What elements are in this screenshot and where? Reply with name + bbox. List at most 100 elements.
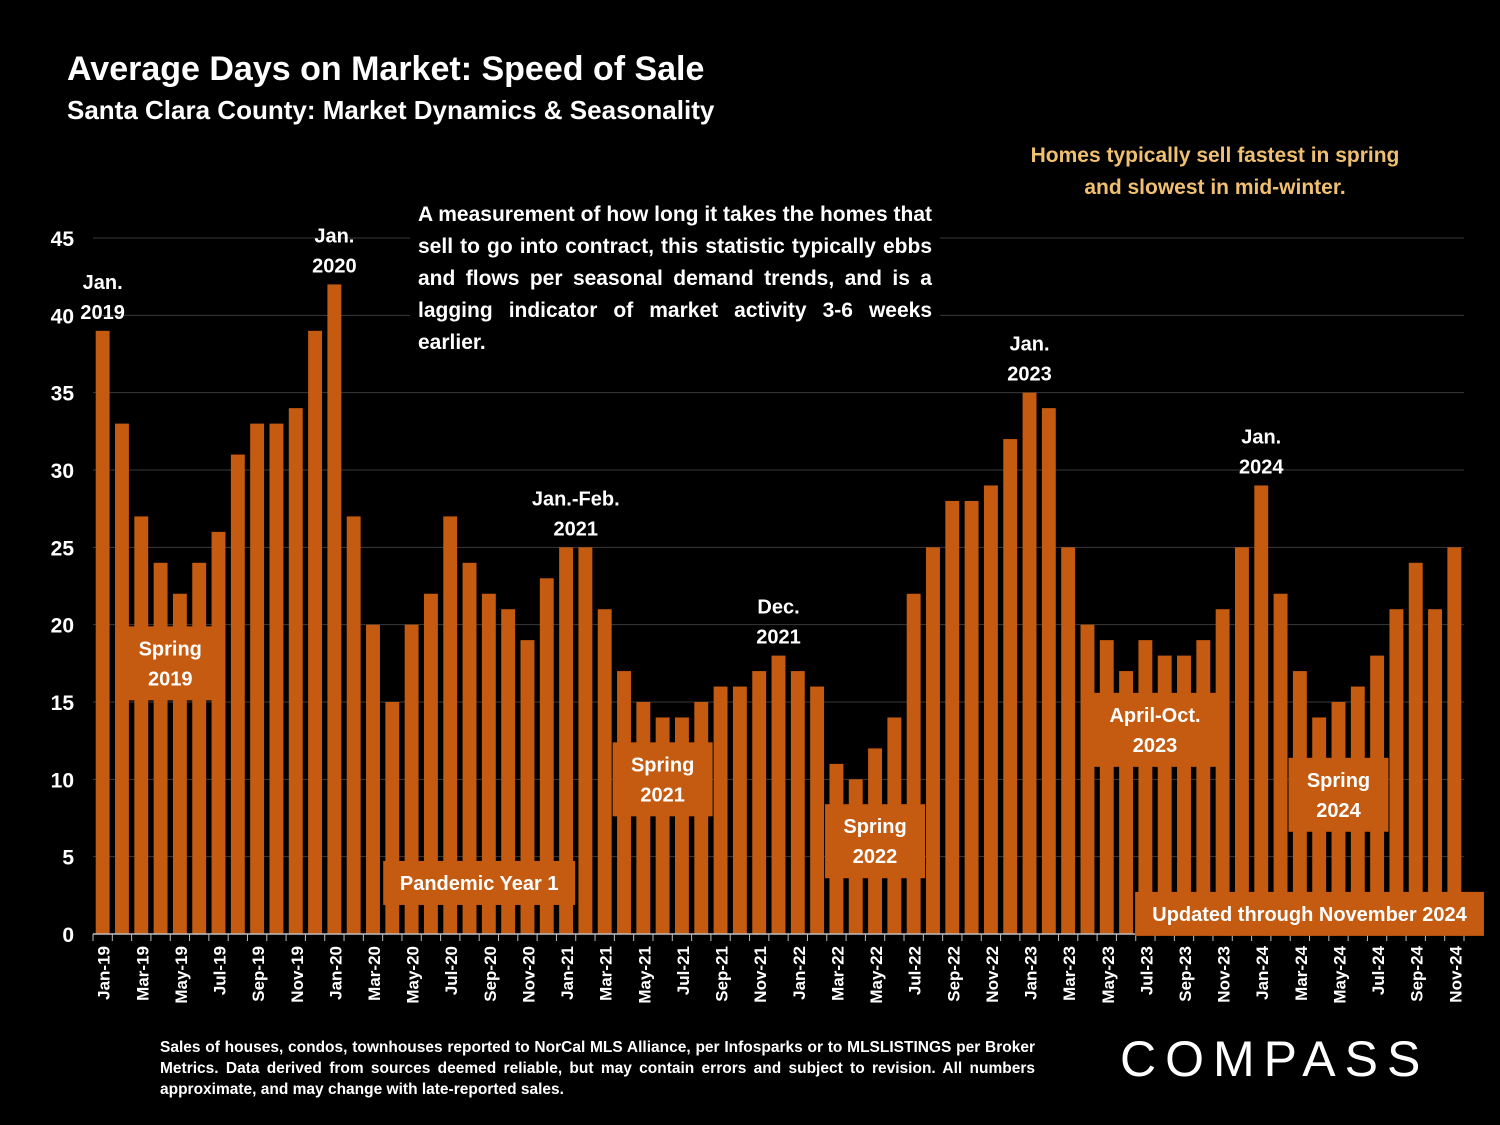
bar bbox=[1196, 640, 1211, 934]
peak-label: Dec. bbox=[757, 597, 799, 619]
bar bbox=[713, 686, 728, 934]
y-tick-label: 30 bbox=[51, 460, 74, 483]
bar bbox=[1138, 640, 1153, 934]
peak-label: Jan.-Feb. bbox=[532, 488, 620, 510]
x-tick-label: May-20 bbox=[404, 946, 423, 1004]
x-tick-label: Nov-24 bbox=[1446, 945, 1465, 1002]
bar bbox=[134, 516, 149, 934]
bar bbox=[211, 531, 226, 934]
peak-label: 2024 bbox=[1239, 456, 1284, 478]
compass-logo: COMPASS bbox=[1120, 1031, 1430, 1087]
bar bbox=[192, 562, 207, 934]
bar bbox=[1254, 485, 1269, 934]
x-tick-label: Jan-21 bbox=[558, 946, 577, 1000]
x-tick-label: Nov-21 bbox=[751, 946, 770, 1003]
annotation-label: Spring bbox=[843, 816, 906, 838]
bar bbox=[926, 547, 940, 934]
x-tick-label: Nov-19 bbox=[288, 946, 307, 1003]
annotation-label: 2019 bbox=[148, 668, 193, 690]
annotation-label: Pandemic Year 1 bbox=[400, 873, 559, 895]
annotation-box bbox=[825, 804, 926, 879]
y-tick-label: 25 bbox=[51, 537, 75, 560]
annotation-box bbox=[383, 860, 576, 905]
annotation-label: Spring bbox=[139, 638, 202, 660]
bar bbox=[481, 593, 496, 934]
bar bbox=[1099, 640, 1114, 934]
annotation-label: April-Oct. bbox=[1109, 705, 1200, 727]
bar bbox=[810, 686, 825, 934]
y-tick-label: 20 bbox=[51, 615, 74, 638]
source-footnote: Sales of houses, condos, townhouses repo… bbox=[160, 1039, 1035, 1098]
bar bbox=[95, 330, 110, 934]
bar bbox=[597, 609, 612, 934]
annotation-label: Updated through November 2024 bbox=[1152, 904, 1467, 926]
y-axis: 0 5 10 15 20 25 30 35 40 45 bbox=[51, 228, 75, 947]
bar bbox=[983, 485, 998, 934]
bar bbox=[346, 516, 361, 934]
x-tick-label: Mar-19 bbox=[133, 946, 152, 1001]
peak-label: Jan. bbox=[314, 225, 354, 247]
annotation-box bbox=[1288, 757, 1389, 832]
x-tick-label: Sep-23 bbox=[1176, 946, 1195, 1002]
y-tick-label: 5 bbox=[62, 847, 74, 870]
bar bbox=[636, 702, 651, 934]
bar bbox=[1234, 547, 1249, 934]
x-tick-label: Mar-22 bbox=[828, 946, 847, 1001]
bar bbox=[1447, 547, 1462, 934]
bar bbox=[1389, 609, 1404, 934]
chart-subtitle: Santa Clara County: Market Dynamics & Se… bbox=[67, 95, 715, 125]
bar bbox=[520, 640, 535, 934]
bar bbox=[1022, 392, 1037, 935]
peak-label: 2020 bbox=[312, 255, 357, 277]
peak-label: Jan. bbox=[1241, 426, 1281, 448]
annotation-label: 2024 bbox=[1316, 800, 1361, 822]
bar bbox=[153, 562, 168, 934]
x-tick-label: Mar-21 bbox=[597, 946, 616, 1001]
bar bbox=[288, 408, 303, 935]
bar bbox=[694, 702, 709, 934]
annotation-box bbox=[1087, 692, 1224, 767]
y-tick-label: 35 bbox=[51, 383, 75, 406]
x-tick-label: Nov-22 bbox=[983, 946, 1002, 1003]
peak-label: 2021 bbox=[756, 627, 801, 649]
bar bbox=[906, 593, 921, 934]
peak-label: Jan. bbox=[83, 272, 123, 294]
bar bbox=[1061, 547, 1076, 934]
bar bbox=[230, 454, 245, 934]
x-tick-label: Sep-19 bbox=[249, 946, 268, 1002]
x-tick-label: Sep-21 bbox=[713, 946, 732, 1002]
bar bbox=[443, 516, 458, 934]
annotation-label: Spring bbox=[1307, 770, 1370, 792]
x-tick-label: Jul-19 bbox=[211, 946, 230, 995]
bar bbox=[404, 624, 419, 934]
annotation-label: 2022 bbox=[853, 846, 898, 868]
seasonality-note: Homes typically sell fastest in spring a… bbox=[1030, 144, 1400, 199]
x-tick-label: Sep-22 bbox=[944, 946, 963, 1002]
bar bbox=[1428, 609, 1442, 934]
annotations: Jan. 2019 Jan. 2020 Jan.-Feb. 2021 Dec. 2021 Jan… bbox=[80, 225, 1484, 936]
x-tick-label: Jul-22 bbox=[906, 946, 925, 995]
annotation-box bbox=[1135, 891, 1484, 936]
x-tick-label: Jul-20 bbox=[442, 946, 461, 995]
bar bbox=[1215, 609, 1230, 934]
bar bbox=[501, 609, 516, 934]
annotation-label: 2023 bbox=[1133, 735, 1178, 757]
x-tick-label: May-23 bbox=[1099, 946, 1118, 1004]
bar bbox=[771, 655, 786, 934]
bar bbox=[423, 593, 438, 934]
bar bbox=[964, 500, 979, 934]
bar bbox=[1273, 593, 1288, 934]
x-tick-label: Jan-23 bbox=[1022, 946, 1041, 1000]
x-tick-label: Mar-24 bbox=[1292, 945, 1311, 1000]
bar bbox=[559, 547, 574, 934]
x-tick-label: Mar-20 bbox=[365, 946, 384, 1001]
bar bbox=[1408, 562, 1423, 934]
bar bbox=[366, 624, 380, 934]
x-tick-label: Jan-20 bbox=[326, 946, 345, 1000]
bar bbox=[790, 671, 805, 934]
bar bbox=[539, 578, 554, 934]
x-tick-label: May-19 bbox=[172, 946, 191, 1004]
bar bbox=[250, 423, 265, 934]
y-tick-label: 10 bbox=[51, 769, 74, 792]
